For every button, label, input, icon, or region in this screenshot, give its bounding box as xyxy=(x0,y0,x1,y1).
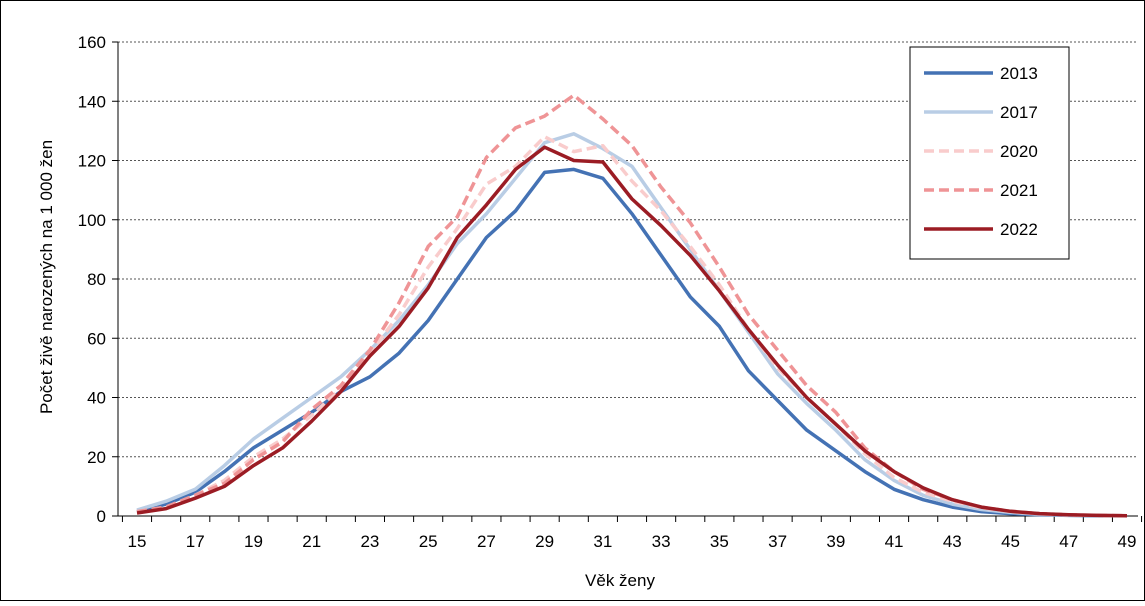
series-line-2013 xyxy=(136,167,1127,518)
y-tick-label: 140 xyxy=(78,92,106,111)
x-tick-label: 33 xyxy=(652,532,671,551)
x-tick-label: 19 xyxy=(244,532,263,551)
x-tick-label: 31 xyxy=(593,532,612,551)
x-tick-label: 27 xyxy=(477,532,496,551)
x-tick-label: 35 xyxy=(710,532,729,551)
x-tick-label: 43 xyxy=(943,532,962,551)
x-tick-label: 39 xyxy=(826,532,845,551)
x-tick-label: 47 xyxy=(1059,532,1078,551)
series-line-2022 xyxy=(136,145,1128,518)
y-tick-labels: 0 20 40 60 80 100 120 140 160 xyxy=(78,33,106,526)
x-tick-label: 41 xyxy=(885,532,904,551)
x-tick-label: 29 xyxy=(535,532,554,551)
y-tick-label: 40 xyxy=(87,389,106,408)
x-tick-label: 21 xyxy=(302,532,321,551)
y-tick-label: 160 xyxy=(78,33,106,52)
x-tick-label: 15 xyxy=(128,532,147,551)
x-tick-label: 49 xyxy=(1118,532,1137,551)
y-tick-label: 60 xyxy=(87,329,106,348)
x-tick-label: 45 xyxy=(1001,532,1020,551)
legend-label-2013: 2013 xyxy=(1000,64,1038,83)
y-tick-label: 20 xyxy=(87,448,106,467)
y-axis-label: Počet živě narozených na 1 000 žen xyxy=(37,140,56,414)
y-tick-label: 0 xyxy=(97,507,106,526)
legend-box xyxy=(909,46,1070,260)
y-tick-label: 120 xyxy=(78,152,106,171)
x-axis-label: Věk ženy xyxy=(585,571,655,590)
series-line-2017 xyxy=(136,132,1128,518)
y-tick-label: 100 xyxy=(78,211,106,230)
legend-label-2017: 2017 xyxy=(1000,103,1038,122)
axes xyxy=(117,42,1143,522)
x-tick-label: 17 xyxy=(186,532,205,551)
legend-label-2020: 2020 xyxy=(1000,142,1038,161)
legend-label-2021: 2021 xyxy=(1000,181,1038,200)
x-tick-labels: 15 17 19 21 23 25 27 29 31 33 35 37 39 41 43 45 47 49 xyxy=(128,532,1137,551)
series-lines xyxy=(136,93,1128,518)
x-tick-label: 25 xyxy=(419,532,438,551)
legend-label-2022: 2022 xyxy=(1000,220,1038,239)
x-tick-label: 23 xyxy=(360,532,379,551)
x-tick-label: 37 xyxy=(768,532,787,551)
y-tick-label: 80 xyxy=(87,270,106,289)
legend: 2013 2017 2020 2021 2022 xyxy=(909,46,1070,260)
